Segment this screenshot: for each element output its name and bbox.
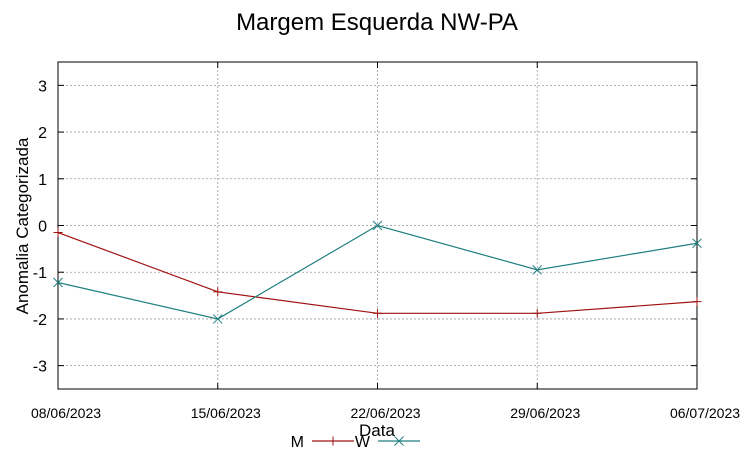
y-tick-label: 1 (38, 172, 47, 189)
x-tick-label: 22/06/2023 (350, 405, 420, 421)
legend-label-W: W (355, 434, 371, 451)
legend-marker-W (394, 436, 404, 446)
y-tick-label: 2 (38, 125, 47, 142)
data-point-M (373, 308, 382, 318)
x-axis-label: Data (359, 421, 395, 440)
series-line-M (57, 231, 698, 314)
data-point-M (53, 228, 63, 238)
legend-marker-M (328, 436, 338, 446)
x-tick-label: 29/06/2023 (510, 405, 580, 421)
y-tick-label: 3 (38, 78, 47, 95)
legend-label-M: M (291, 434, 304, 451)
data-point-W (692, 238, 702, 249)
y-tick-labels: 3 2 1 0 -1 -2 -3 (33, 78, 47, 375)
x-tick-label: 15/06/2023 (191, 405, 261, 421)
data-point-W (212, 314, 223, 324)
data-point-W (372, 220, 383, 231)
y-tick-label: -2 (33, 312, 47, 329)
chart-title: Margem Esquerda NW-PA (236, 9, 518, 36)
y-tick-label: 0 (38, 219, 47, 236)
y-tick-label: -1 (33, 265, 47, 282)
x-tick-labels: 08/06/2023 15/06/2023 22/06/2023 29/06/2023… (31, 405, 740, 421)
series-layer (53, 220, 702, 324)
grid-lines (57, 62, 698, 389)
x-tick-label: 06/07/2023 (670, 405, 740, 421)
y-axis-label: Anomalia Categorizada (13, 137, 32, 314)
data-point-W (532, 265, 543, 275)
data-point-M (213, 287, 223, 297)
data-point-M (532, 308, 542, 318)
data-point-W (53, 277, 63, 288)
y-tick-label: -3 (33, 359, 47, 376)
data-point-M (692, 297, 702, 307)
x-tick-label: 08/06/2023 (31, 405, 101, 421)
plot-area-frame (57, 61, 698, 390)
